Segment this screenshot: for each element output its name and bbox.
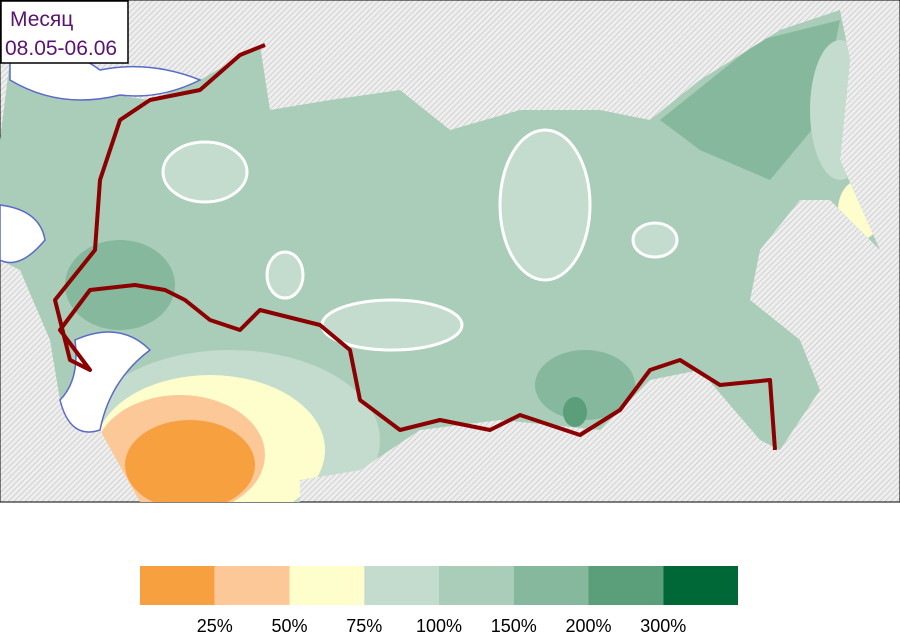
- contour-zone: [498, 128, 592, 282]
- legend-swatch: [588, 566, 664, 605]
- legend-swatch: [513, 566, 589, 605]
- title: Месяц: [10, 8, 73, 31]
- legend-label: 50%: [271, 616, 307, 636]
- contours: [161, 128, 679, 352]
- zone-25: [125, 420, 255, 502]
- title-box: Месяц 08.05-06.06: [0, 0, 129, 64]
- zone-200: [535, 350, 635, 420]
- zone-300: [563, 397, 587, 427]
- legend-label: 200%: [565, 616, 611, 636]
- legend-swatch: [663, 566, 738, 605]
- legend-swatch: [140, 566, 215, 605]
- legend-swatch: [214, 566, 290, 605]
- legend-label: 75%: [346, 616, 382, 636]
- title-frame: [0, 0, 129, 64]
- contour-zone: [265, 250, 305, 300]
- legend-swatch: [439, 566, 514, 605]
- legend-label: 150%: [491, 616, 537, 636]
- legend-swatch: [289, 566, 365, 605]
- contour-zone: [161, 140, 249, 204]
- zone-200: [660, 20, 840, 180]
- legend-label: 25%: [197, 616, 233, 636]
- period: 08.05-06.06: [5, 37, 117, 60]
- legend-label: 300%: [640, 616, 686, 636]
- legend-swatch: [364, 566, 439, 605]
- contour-zone: [631, 221, 679, 259]
- legend: 25% 50% 75% 100% 150% 200% 300%: [140, 566, 738, 636]
- legend-label: 100%: [416, 616, 462, 636]
- map: [0, 0, 900, 503]
- black-sea: [0, 204, 46, 264]
- border: [53, 43, 777, 451]
